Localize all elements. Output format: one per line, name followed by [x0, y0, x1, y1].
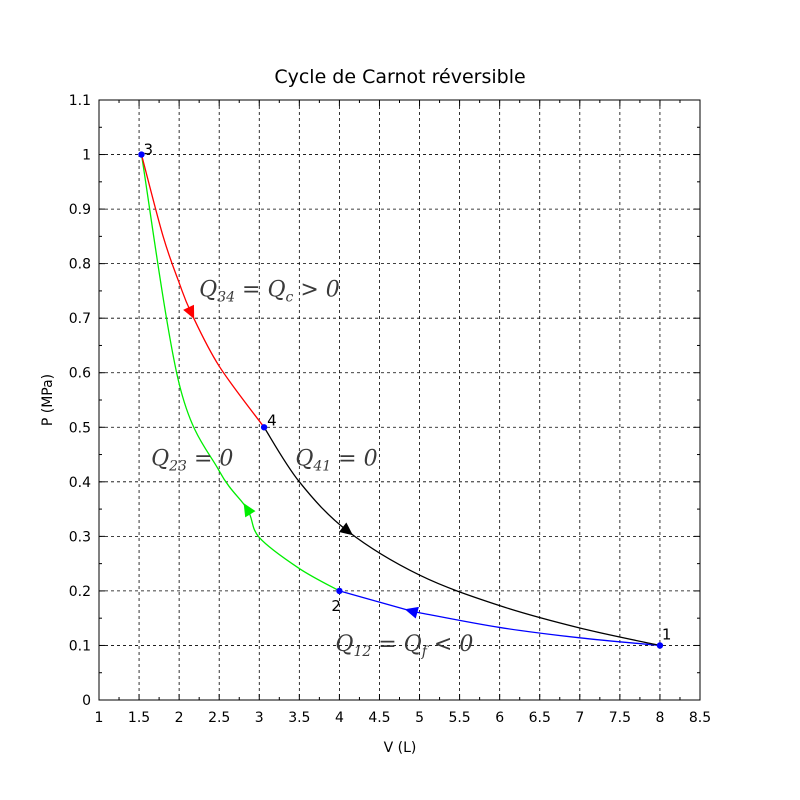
state-point-1: [656, 642, 664, 649]
y-tick-label: 1: [82, 148, 91, 164]
y-tick-label: 1.1: [69, 93, 91, 109]
grid: [99, 100, 700, 700]
x-tick-label: 3.5: [288, 710, 310, 726]
annotation-text: = 0: [187, 446, 233, 471]
annotation-q12: Q12 = Qf < 0: [335, 632, 473, 660]
annotation-text: Q: [295, 446, 313, 471]
x-tick-label: 7: [575, 710, 584, 726]
x-tick-label: 4.5: [368, 710, 390, 726]
y-tick-label: 0: [82, 693, 91, 709]
plot-frame: [98, 99, 701, 701]
annotation-subscript: c: [286, 289, 294, 305]
series-line-3-4: [140, 154, 265, 428]
x-tick-label: 8.5: [689, 710, 711, 726]
y-tick-label: 0.4: [69, 475, 91, 491]
state-label-2: 2: [331, 597, 341, 615]
x-tick-label: 5.5: [448, 710, 470, 726]
annotation-subscript: 41: [312, 458, 331, 474]
annotation-q41: Q41 = 0: [295, 446, 377, 474]
annotation-subscript: 23: [168, 458, 187, 474]
state-point-2: [336, 587, 343, 595]
y-tick-label: 0.3: [69, 529, 91, 545]
y-tick-label: 0.1: [69, 638, 91, 654]
annotation-text: = Q: [235, 277, 285, 302]
annotation-text: Q: [151, 446, 169, 471]
x-tick-label: 6.5: [529, 710, 551, 726]
x-tick-label: 8: [655, 710, 664, 726]
annotation-text: Q: [199, 277, 217, 302]
annotation-text: Q: [335, 632, 353, 657]
annotation-text: = Q: [371, 632, 421, 657]
x-tick-label: 1: [95, 710, 104, 726]
x-tick-label: 2.5: [208, 710, 230, 726]
chart-title: Cycle de Carnot réversible: [274, 66, 525, 88]
annotation-subscript: 34: [217, 289, 235, 305]
annotation-text: < 0: [427, 632, 473, 657]
state-label-1: 1: [662, 625, 672, 643]
y-tick-label: 0.8: [69, 257, 91, 273]
series-line-2-3: [140, 154, 340, 592]
annotation-q23: Q23 = 0: [151, 446, 233, 474]
y-tick-label: 0.2: [69, 584, 91, 600]
state-point-4: [260, 424, 268, 431]
x-tick-label: 5: [415, 710, 424, 726]
x-tick-label: 7.5: [609, 710, 631, 726]
state-label-4: 4: [267, 411, 277, 429]
direction-arrow-4-1: [338, 522, 353, 536]
y-tick-label: 0.9: [69, 202, 91, 218]
state-label-3: 3: [143, 141, 153, 159]
annotation-text: > 0: [293, 277, 339, 302]
tick-group: 1 1.5 2 2.5 3 3.5 4 4.5 5 5.5 6 6.5 7 7.5 8 8.5 0 0.1 0.2 0…: [69, 93, 711, 726]
x-tick-label: 6: [495, 710, 504, 726]
x-axis-label: V (L): [384, 740, 417, 756]
annotation-subscript: 12: [353, 644, 371, 660]
x-tick-label: 1.5: [128, 710, 150, 726]
direction-arrow-3-4: [183, 304, 195, 320]
arrow-group: [183, 304, 419, 619]
x-tick-label: 3: [255, 710, 264, 726]
y-tick-label: 0.7: [69, 311, 91, 327]
state-point-3: [138, 151, 145, 158]
x-tick-label: 2: [175, 710, 184, 726]
series-line-4-1: [263, 426, 661, 647]
annotation-text: = 0: [331, 446, 377, 471]
y-tick-label: 0.5: [69, 420, 91, 436]
x-tick-label: 4: [335, 710, 344, 726]
annotation-subscript: f: [421, 644, 430, 660]
direction-arrow-2-3: [243, 503, 256, 518]
y-axis-label: P (MPa): [40, 374, 56, 426]
annotation-q34: Q34 = Qc > 0: [199, 277, 340, 305]
direction-arrow-1-2: [404, 606, 419, 619]
y-tick-label: 0.6: [69, 366, 91, 382]
